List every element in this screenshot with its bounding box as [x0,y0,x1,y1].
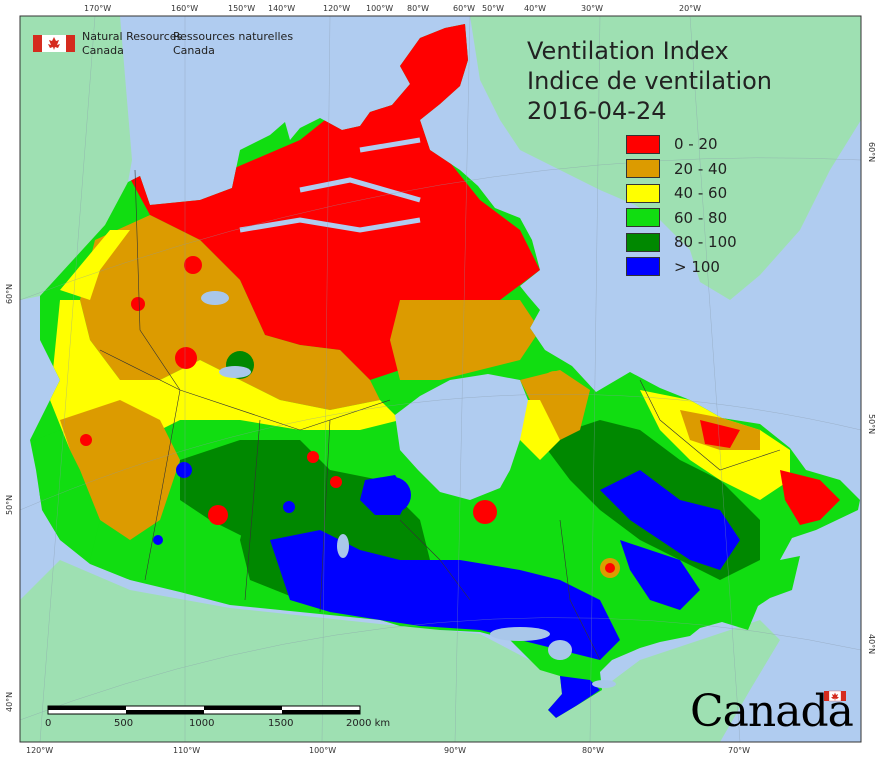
map-frame [19,15,862,743]
graticule-label-bottom: 80°W [582,746,605,755]
graticule-label-top: 30°W [581,4,604,13]
graticule-label-top: 100°W [366,4,394,13]
graticule-label-bottom: 120°W [26,746,54,755]
graticule-label-left: 60°N [5,283,14,304]
legend-swatch [626,159,660,179]
graticule-label-right: 40°N [867,634,876,655]
legend-item: 80 - 100 [626,230,737,255]
graticule-label-top: 160°W [171,4,199,13]
graticule-label-top: 140°W [268,4,296,13]
graticule-label-bottom: 100°W [309,746,337,755]
greenland-land [470,16,861,300]
graticule-label-top: 60°W [453,4,476,13]
graticule-label-right: 50°N [867,414,876,435]
scale-bar [47,705,361,715]
legend-label: 80 - 100 [674,233,737,252]
graticule-label-top: 20°W [679,4,702,13]
scale-label: 2000 km [346,718,391,729]
provincial-boundaries [99,169,781,661]
graticule-label-top: 150°W [228,4,256,13]
legend-item: 60 - 80 [626,206,737,231]
legend-label: 0 - 20 [674,135,718,154]
graticule-label-top: 170°W [84,4,112,13]
graticule-label-bottom: 110°W [173,746,201,755]
legend-label: 60 - 80 [674,208,728,227]
canada-wordmark: Canada [690,686,854,737]
map-title-en: Ventilation Index [527,37,729,65]
scale-label: 0 [45,718,52,729]
lake-winnipeg [337,534,349,558]
graticule-label-bottom: 70°W [728,746,751,755]
legend-swatch [626,257,660,277]
scale-label: 500 [114,718,134,729]
legend-label: > 100 [674,257,720,276]
lake-huron [548,640,572,660]
map-date: 2016-04-24 [527,97,667,125]
great-bear-lake [201,291,229,305]
map-title-fr: Indice de ventilation [527,67,773,95]
legend-item: 40 - 60 [626,181,737,206]
agency-name-fr: Ressources naturelles Canada [173,30,294,57]
wordmark-flag-icon [824,690,846,702]
canada-index-zones [30,24,860,718]
legend-swatch [626,183,660,203]
graticule-label-right: 60°N [867,142,876,163]
legend-swatch [626,134,660,154]
legend-label: 40 - 60 [674,184,728,203]
alaska-land [20,16,132,300]
graticule-label-top: 120°W [323,4,351,13]
scale-label: 1500 [268,718,294,729]
graticule-label-top: 40°W [524,4,547,13]
lake-superior [490,627,550,641]
lake-ontario [592,680,616,688]
graticule-label-top: 80°W [407,4,430,13]
legend-swatch [626,208,660,228]
canada-flag-icon [33,35,75,52]
graticule-label-left: 50°N [5,494,14,515]
legend: 0 - 20 20 - 40 40 - 60 60 - 80 80 - 100 … [626,132,737,279]
arctic-channels [239,137,421,233]
legend-item: > 100 [626,255,737,280]
great-slave-lake [219,366,251,378]
legend-swatch [626,232,660,252]
legend-label: 20 - 40 [674,159,728,178]
legend-item: 20 - 40 [626,157,737,182]
graticule-label-left: 40°N [5,691,14,712]
legend-item: 0 - 20 [626,132,737,157]
graticule-label-top: 50°W [482,4,505,13]
graticule-label-bottom: 90°W [444,746,467,755]
graticule-lines [20,16,861,742]
agency-name-en: Natural Resources Canada [82,30,183,57]
scale-label: 1000 [189,718,215,729]
